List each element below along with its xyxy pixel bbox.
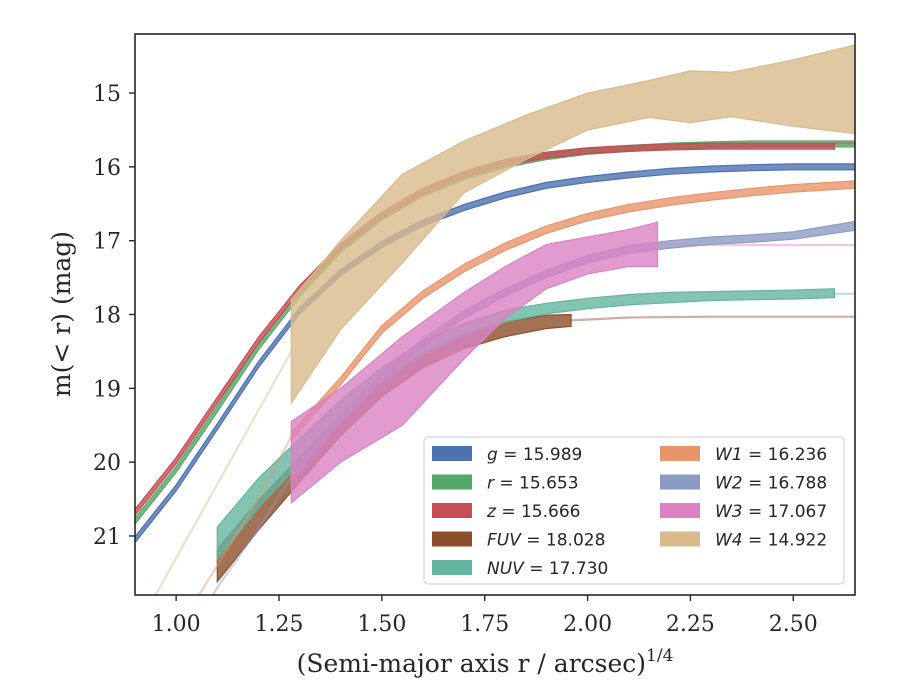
series-6-faint-line	[211, 476, 293, 595]
y-tick-label: 16	[93, 156, 121, 181]
x-tick-label: 1.75	[460, 612, 509, 637]
x-axis: 1.00 1.25 1.50 1.75 2.00 2.25 2.50	[152, 595, 818, 637]
legend-entry: W1 = 16.236	[715, 445, 827, 465]
legend-swatch	[660, 531, 700, 547]
x-axis-title-superscript: 1/4	[646, 646, 673, 666]
series-5-band	[290, 180, 855, 442]
x-tick-label: 1.50	[357, 612, 406, 637]
series-layer	[135, 44, 855, 595]
legend-entry: z = 15.666	[486, 502, 580, 522]
legend-value: = 17.067	[743, 502, 828, 522]
legend-value: = 15.653	[494, 474, 579, 494]
legend-entry: W3 = 17.067	[715, 502, 827, 522]
legend-swatch	[432, 446, 472, 461]
y-tick-label: 17	[93, 230, 121, 255]
legend-entry: NUV = 17.730	[487, 559, 608, 579]
legend-band-name: g	[487, 445, 498, 465]
legend-swatch	[432, 503, 472, 518]
legend-band-name: FUV	[487, 531, 522, 551]
legend-value: = 17.730	[524, 559, 609, 579]
legend-entry: r = 15.653	[487, 474, 579, 494]
legend-entry: W4 = 14.922	[715, 531, 827, 551]
y-tick-label: 20	[93, 451, 121, 476]
series-5-faint-line	[197, 435, 293, 595]
legend-swatch	[432, 474, 472, 490]
x-tick-label: 1.25	[255, 612, 304, 637]
series-8-faint-line	[154, 350, 293, 595]
legend-swatch	[432, 531, 472, 547]
y-tick-label: 19	[93, 377, 121, 402]
legend-entry: W2 = 16.788	[715, 474, 827, 494]
legend-value: = 15.666	[496, 502, 581, 522]
legend-value: = 18.028	[521, 531, 606, 551]
series-7-band	[290, 221, 659, 504]
legend-band-name: z	[486, 502, 497, 522]
legend-entry: g = 15.989	[487, 445, 582, 465]
legend-swatch	[432, 560, 472, 575]
series-3-faint-line	[571, 315, 855, 322]
series-8-band	[290, 44, 855, 406]
y-axis-title: m(< r) (mag)	[47, 231, 76, 397]
legend-band-name: r	[487, 474, 495, 494]
x-axis-title: (Semi-major axis r / arcsec)1/4	[297, 646, 674, 678]
legend-swatch	[660, 446, 700, 461]
legend-value: = 15.989	[498, 445, 583, 465]
y-tick-label: 15	[93, 82, 121, 107]
legend-band-name: W2	[715, 474, 743, 494]
legend-band-name: NUV	[487, 559, 525, 579]
legend-value: = 16.236	[743, 445, 828, 465]
y-tick-label: 21	[93, 525, 121, 550]
legend-band-name: W3	[715, 502, 743, 522]
legend-band-name: W4	[715, 531, 743, 551]
x-tick-label: 2.25	[666, 612, 715, 637]
legend-swatch	[660, 474, 700, 490]
x-tick-label: 1.00	[152, 612, 201, 637]
x-tick-label: 2.50	[769, 612, 818, 637]
legend-frame	[423, 436, 845, 585]
legend-value: = 16.788	[743, 474, 828, 494]
series-7-faint-line	[657, 243, 855, 247]
legend-band-name: W1	[715, 445, 743, 465]
y-axis: 15 16 17 18 19 20 21	[93, 82, 135, 550]
legend-entry: FUV = 18.028	[487, 531, 605, 551]
x-tick-label: 2.00	[563, 612, 612, 637]
legend-value: = 14.922	[743, 531, 828, 551]
legend-swatch	[660, 503, 700, 518]
x-axis-title-text: (Semi-major axis r / arcsec)	[297, 649, 646, 678]
y-tick-label: 18	[93, 304, 121, 329]
